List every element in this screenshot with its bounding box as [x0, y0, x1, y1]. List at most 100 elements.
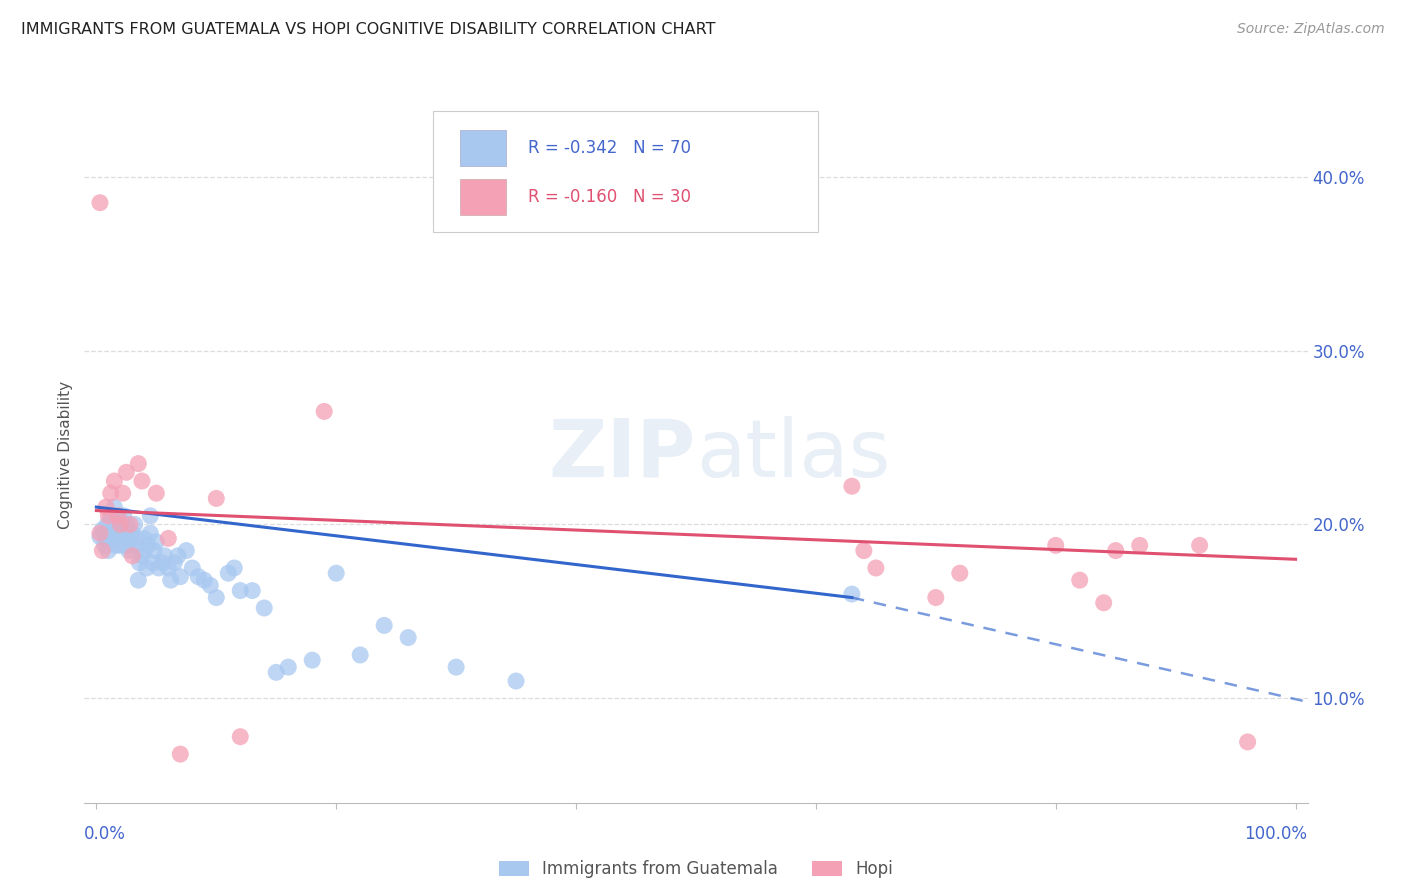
Point: [349, 648, 371, 662]
Point: [187, 570, 209, 584]
Point: [505, 674, 527, 689]
Point: [145, 486, 167, 500]
Point: [217, 566, 239, 581]
Point: [114, 526, 136, 541]
Point: [229, 730, 252, 744]
Legend: Immigrants from Guatemala, Hopi: Immigrants from Guatemala, Hopi: [492, 854, 900, 885]
Point: [1069, 573, 1091, 587]
Point: [925, 591, 948, 605]
Point: [121, 526, 143, 541]
Point: [91, 523, 114, 537]
Point: [108, 532, 131, 546]
Point: [373, 618, 395, 632]
Point: [111, 532, 134, 546]
Point: [97, 526, 120, 541]
Point: [100, 486, 122, 500]
Point: [104, 538, 127, 552]
Point: [110, 526, 132, 541]
Text: atlas: atlas: [696, 416, 890, 494]
Point: [107, 521, 129, 535]
Text: R = -0.160   N = 30: R = -0.160 N = 30: [529, 187, 692, 206]
Point: [135, 561, 157, 575]
Point: [115, 466, 138, 480]
Point: [139, 526, 162, 541]
Point: [167, 549, 190, 563]
Point: [1236, 735, 1258, 749]
Point: [224, 561, 246, 575]
Point: [127, 573, 149, 587]
Point: [89, 530, 111, 544]
Point: [148, 561, 170, 575]
Text: R = -0.342   N = 70: R = -0.342 N = 70: [529, 139, 692, 157]
Point: [1045, 538, 1067, 552]
Point: [865, 561, 887, 575]
Text: 0.0%: 0.0%: [84, 825, 127, 843]
Bar: [460, 130, 506, 166]
Point: [949, 566, 972, 581]
Point: [145, 534, 167, 549]
Point: [97, 543, 120, 558]
Point: [205, 591, 228, 605]
Text: Source: ZipAtlas.com: Source: ZipAtlas.com: [1237, 22, 1385, 37]
Point: [1129, 538, 1152, 552]
Point: [107, 508, 129, 523]
Point: [264, 665, 287, 680]
Point: [142, 543, 165, 558]
Point: [131, 474, 153, 488]
Point: [841, 587, 863, 601]
Point: [91, 543, 114, 558]
Point: [841, 479, 863, 493]
Point: [181, 561, 204, 575]
Point: [229, 583, 252, 598]
Point: [118, 517, 141, 532]
Point: [115, 538, 138, 552]
Y-axis label: Cognitive Disability: Cognitive Disability: [58, 381, 73, 529]
Point: [94, 538, 117, 552]
Point: [142, 556, 165, 570]
Point: [103, 500, 125, 514]
Point: [112, 508, 135, 523]
Point: [89, 526, 111, 541]
Point: [157, 532, 180, 546]
Point: [94, 500, 117, 514]
Point: [125, 532, 148, 546]
Point: [325, 566, 347, 581]
Point: [96, 517, 118, 532]
Point: [111, 486, 134, 500]
Point: [110, 517, 132, 532]
Point: [1092, 596, 1115, 610]
Point: [121, 538, 143, 552]
Point: [253, 601, 276, 615]
Text: IMMIGRANTS FROM GUATEMALA VS HOPI COGNITIVE DISABILITY CORRELATION CHART: IMMIGRANTS FROM GUATEMALA VS HOPI COGNIT…: [21, 22, 716, 37]
Point: [118, 532, 141, 546]
Point: [1188, 538, 1211, 552]
Point: [110, 538, 132, 552]
Point: [118, 543, 141, 558]
Point: [200, 578, 222, 592]
Point: [97, 508, 120, 523]
Point: [131, 549, 153, 563]
Point: [100, 508, 122, 523]
Point: [277, 660, 299, 674]
Point: [159, 573, 181, 587]
Point: [150, 556, 173, 570]
Point: [101, 534, 124, 549]
Point: [169, 570, 191, 584]
Point: [1105, 543, 1128, 558]
Point: [301, 653, 323, 667]
Point: [240, 583, 263, 598]
Point: [205, 491, 228, 506]
Point: [157, 561, 180, 575]
Point: [89, 195, 111, 210]
Point: [124, 517, 146, 532]
Point: [139, 508, 162, 523]
Point: [134, 543, 156, 558]
Point: [444, 660, 467, 674]
FancyBboxPatch shape: [433, 111, 818, 232]
Point: [134, 532, 156, 546]
Point: [103, 474, 125, 488]
Point: [94, 532, 117, 546]
Point: [852, 543, 875, 558]
Point: [163, 556, 186, 570]
Point: [153, 549, 176, 563]
